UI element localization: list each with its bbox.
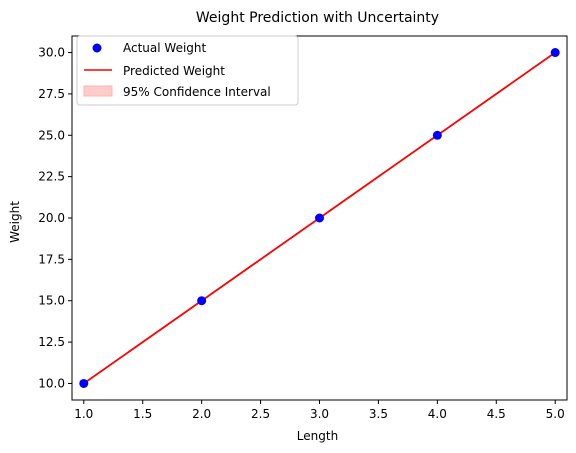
y-axis-label: Weight: [8, 201, 22, 243]
actual-weight-point: [432, 130, 442, 140]
y-tick-label: 22.5: [38, 170, 65, 184]
x-tick-label: 4.5: [487, 407, 506, 421]
actual-weight-point: [315, 213, 324, 223]
y-axis-ticks: 10.0 12.5 15.0 17.5 20.0 22.5 25.0 27.5 30.0: [38, 46, 72, 390]
legend-label-confidence-interval: 95% Confidence Interval: [123, 85, 271, 99]
y-tick-label: 30.0: [38, 46, 65, 60]
legend-label-predicted-weight: Predicted Weight: [123, 64, 225, 78]
actual-points-layer: [79, 48, 560, 388]
x-tick-label: 4.0: [428, 407, 447, 421]
legend-marker-actual-weight: [92, 43, 102, 53]
legend-label-actual-weight: Actual Weight: [123, 41, 207, 55]
x-axis-ticks: 1.0 1.5 2.0 2.5 3.0 3.5 4.0 4.5 5.0: [74, 400, 565, 421]
y-tick-label: 20.0: [38, 211, 65, 225]
x-tick-label: 5.0: [546, 407, 565, 421]
y-tick-label: 12.5: [38, 335, 65, 349]
chart-title: Weight Prediction with Uncertainty: [196, 10, 439, 26]
x-tick-label: 3.0: [310, 407, 329, 421]
actual-weight-point: [550, 48, 560, 58]
x-tick-label: 3.5: [369, 407, 388, 421]
legend-box: [76, 35, 299, 106]
y-tick-label: 27.5: [38, 87, 65, 101]
y-tick-label: 15.0: [38, 294, 65, 308]
y-tick-label: 10.0: [38, 376, 65, 390]
x-tick-label: 2.0: [192, 407, 211, 421]
actual-weight-point: [79, 378, 89, 388]
x-tick-label: 1.0: [74, 407, 93, 421]
actual-weight-point: [197, 296, 207, 306]
x-tick-label: 2.5: [251, 407, 270, 421]
y-tick-label: 25.0: [38, 128, 65, 142]
x-axis-label: Length: [297, 429, 338, 443]
legend: Actual Weight Predicted Weight 95% Confi…: [76, 35, 299, 106]
x-tick-label: 1.5: [133, 407, 152, 421]
legend-marker-confidence-interval: [83, 85, 113, 97]
y-tick-label: 17.5: [38, 252, 65, 266]
